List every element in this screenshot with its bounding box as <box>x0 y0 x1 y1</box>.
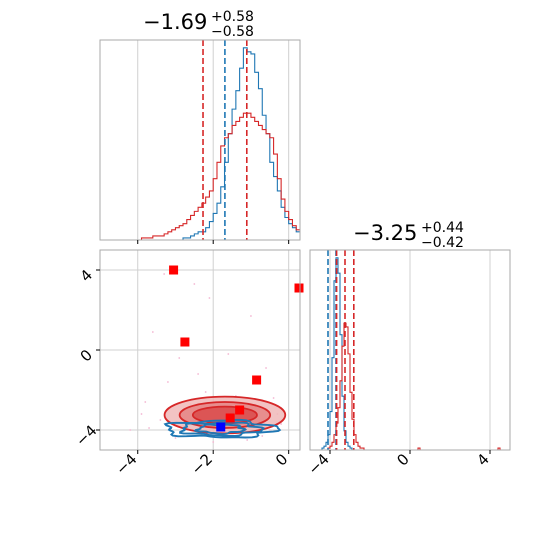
marginal-x-panel: −1.69 +0.58 −0.58 <box>99 9 301 244</box>
sample-point <box>227 353 230 355</box>
blue-contour-level <box>179 421 266 437</box>
sample-point <box>268 429 271 431</box>
square-marker <box>235 405 245 415</box>
sample-point <box>280 423 283 425</box>
histogram-series-1 <box>100 47 300 241</box>
sample-point <box>144 401 147 403</box>
joint-x-ticks: −4 −2 0 <box>112 450 292 478</box>
joint-y-tick-label: 4 <box>77 266 96 285</box>
marginal-x-title-main: −1.69 <box>143 10 207 34</box>
square-marker <box>180 337 190 347</box>
marginal-y-quantile-lines <box>327 250 355 450</box>
marginal-x-frame <box>99 39 301 241</box>
square-marker <box>169 265 179 275</box>
sample-point <box>212 441 215 443</box>
sample-point <box>208 297 211 299</box>
blue-density-contours <box>163 418 282 439</box>
sample-point <box>250 315 252 317</box>
sample-point <box>204 391 207 393</box>
blue-contour-level <box>193 423 248 436</box>
joint-panel: −4 −2 0 −4 0 4 <box>72 249 304 478</box>
marginal-x-title-sub: −0.58 <box>211 24 254 40</box>
marginal-y-ticks: −4 0 4 <box>304 450 493 478</box>
marginal-x-quantile-lines <box>202 40 248 240</box>
marginal-y-panel: −3.25 +0.44 −0.42 −4 0 4 <box>304 220 511 478</box>
marginal-y-tick-label: −4 <box>304 450 332 478</box>
joint-y-tick-label: 0 <box>77 346 96 365</box>
marginal-x-histograms <box>100 47 300 241</box>
sample-point <box>265 367 267 369</box>
sample-point <box>178 357 181 359</box>
sample-point <box>272 397 275 399</box>
marginal-y-title-sub: −0.42 <box>421 235 464 251</box>
marginal-y-title-main: −3.25 <box>353 221 417 245</box>
square-marker <box>252 375 262 385</box>
sample-point <box>193 283 196 285</box>
sample-point <box>261 435 264 437</box>
square-marker <box>225 413 235 423</box>
marginal-x-title: −1.69 <box>143 10 207 34</box>
square-marker <box>294 283 304 293</box>
marginal-y-title: −3.25 <box>353 221 417 245</box>
sample-point <box>140 413 143 415</box>
sample-point <box>129 429 132 431</box>
joint-x-tick-label: −2 <box>188 450 216 478</box>
sample-point <box>174 437 177 439</box>
marginal-x-grid <box>137 40 290 240</box>
sample-point <box>167 381 169 383</box>
sample-point <box>246 439 249 441</box>
joint-y-tick-label: −4 <box>72 421 100 449</box>
sample-point <box>163 273 166 275</box>
joint-y-ticks: −4 0 4 <box>72 266 100 450</box>
joint-x-tick-label: −4 <box>112 450 140 478</box>
marginal-x-ticks <box>137 240 290 244</box>
sample-point <box>148 427 150 429</box>
square-marker <box>216 422 226 432</box>
sample-point <box>159 419 162 421</box>
histogram-series-2 <box>100 112 300 241</box>
joint-markers <box>169 265 304 432</box>
sample-point <box>151 331 154 333</box>
sample-point <box>197 373 200 375</box>
blue-contour-level <box>163 418 282 439</box>
marginal-y-title-sup: +0.44 <box>421 220 464 236</box>
marginal-x-title-sup: +0.58 <box>211 9 254 25</box>
